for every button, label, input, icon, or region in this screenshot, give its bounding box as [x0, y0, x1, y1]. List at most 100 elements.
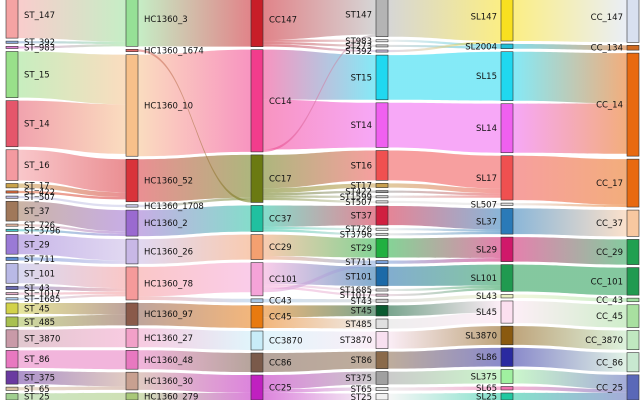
sankey-node — [375, 205, 389, 226]
sankey-node-label: ST_45 — [24, 304, 50, 314]
sankey-node-label: ST101 — [345, 272, 372, 282]
sankey-node — [375, 298, 389, 303]
sankey-flow — [263, 41, 376, 47]
sankey-flow — [388, 258, 501, 264]
sankey-node — [375, 266, 389, 287]
sankey-node — [250, 234, 264, 260]
sankey-node-label: ST_65 — [24, 385, 50, 395]
sankey-node — [5, 234, 19, 255]
sankey-flow — [388, 0, 501, 42]
sankey-flow — [388, 300, 501, 316]
sankey-node-label: ST_422 — [24, 188, 55, 198]
sankey-node-label: CC3870 — [269, 337, 303, 347]
sankey-node — [500, 208, 514, 235]
sankey-node — [5, 350, 19, 369]
sankey-flow — [388, 326, 501, 349]
sankey-flow — [138, 234, 251, 264]
sankey-flow — [138, 197, 251, 208]
sankey-node — [5, 316, 19, 328]
sankey-node-label: CC_17 — [596, 179, 623, 189]
sankey-node-label: ST17 — [351, 181, 372, 191]
sankey-node-label: ST726 — [345, 225, 372, 235]
sankey-node-label: ST14 — [351, 121, 372, 131]
sankey-node — [375, 227, 389, 231]
sankey-node — [5, 223, 19, 227]
sankey-node — [125, 204, 139, 208]
sankey-flow — [263, 331, 376, 351]
sankey-node-label: HC1360_78 — [144, 279, 193, 289]
sankey-node — [375, 371, 389, 385]
sankey-flow — [263, 317, 376, 329]
sankey-flow — [18, 286, 126, 292]
sankey-flow — [263, 226, 376, 231]
sankey-node-label: ST_147 — [24, 11, 55, 21]
sankey-flow — [263, 351, 376, 373]
sankey-flow — [388, 41, 501, 53]
sankey-node-label: ST86 — [351, 356, 372, 366]
sankey-node — [125, 392, 139, 400]
sankey-node-label: CC_101 — [591, 277, 623, 287]
sankey-node — [125, 54, 139, 157]
sankey-flow — [138, 372, 251, 393]
sankey-node-label: CC_134 — [591, 44, 623, 54]
sankey-flow — [513, 326, 627, 350]
sankey-flow — [388, 264, 501, 286]
sankey-node — [125, 209, 139, 237]
sankey-node — [375, 0, 389, 38]
sankey-node — [500, 369, 514, 384]
sankey-flow — [388, 386, 501, 391]
sankey-flow — [263, 387, 376, 393]
sankey-node-label: HC1360_52 — [144, 177, 193, 187]
sankey-node — [5, 263, 19, 284]
sankey-node-label: CC14 — [269, 97, 292, 107]
sankey-flow — [18, 263, 126, 289]
sankey-flow — [263, 34, 376, 152]
sankey-node-label: ST1685 — [340, 286, 372, 296]
sankey-node-label: SL17 — [476, 174, 497, 184]
sankey-node-label: ST507 — [345, 198, 372, 208]
sankey-node-label: CC25 — [269, 384, 292, 394]
node-layer — [5, 0, 640, 400]
sankey-node — [375, 54, 389, 101]
sankey-flow — [18, 370, 126, 387]
sankey-flow — [18, 100, 126, 154]
sankey-flow — [18, 224, 126, 234]
sankey-node — [5, 302, 19, 315]
sankey-node — [375, 39, 389, 43]
sankey-flow — [138, 154, 251, 202]
sankey-flow — [513, 0, 627, 43]
sankey-flow — [18, 314, 126, 327]
sankey-node — [5, 100, 19, 148]
sankey-flow — [263, 49, 376, 100]
sankey-node-label: ST147 — [345, 10, 372, 20]
sankey-node — [250, 49, 264, 153]
sankey-node-label: ST_485 — [24, 318, 55, 328]
sankey-node — [250, 262, 264, 297]
sankey-node-label: CC86 — [269, 359, 292, 369]
sankey-node-label: ST_726 — [24, 221, 55, 231]
sankey-node-label: ST983 — [345, 37, 372, 47]
sankey-node — [125, 49, 139, 52]
sankey-node-label: ST_17 — [24, 182, 50, 192]
sankey-node — [626, 52, 640, 157]
sankey-flow — [138, 328, 251, 351]
sankey-node-label: ST485 — [345, 320, 372, 330]
sankey-node — [375, 293, 389, 297]
sankey-node — [375, 351, 389, 369]
sankey-node — [375, 183, 389, 188]
sankey-node — [5, 183, 19, 189]
sankey-flow — [18, 257, 126, 264]
sankey-node-label: CC_14 — [596, 101, 623, 111]
sankey-flow — [263, 39, 376, 42]
sankey-node-label: CC43 — [269, 297, 292, 307]
sankey-flow — [388, 237, 501, 259]
sankey-flow — [263, 190, 376, 196]
sankey-flow — [513, 51, 627, 104]
sankey-flow — [263, 229, 376, 236]
sankey-node — [500, 294, 514, 299]
sankey-node-label: HC1360_2 — [144, 219, 188, 229]
sankey-flow — [263, 392, 376, 400]
sankey-node — [125, 302, 139, 326]
sankey-node-label: ST45 — [351, 307, 372, 317]
sankey-node — [375, 260, 389, 265]
